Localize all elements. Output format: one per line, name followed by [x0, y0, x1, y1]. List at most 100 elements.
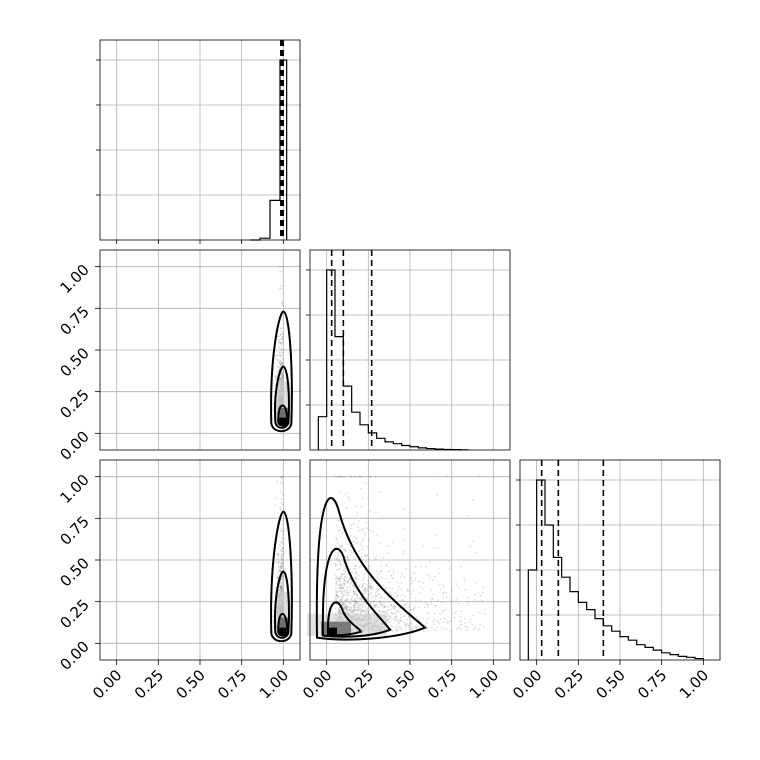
pair-1-2-point — [412, 608, 415, 611]
pair-1-2-point — [354, 567, 357, 570]
pair-1-2-point — [396, 594, 399, 597]
pair-1-2-point — [339, 560, 342, 563]
pair-0-1-point — [279, 362, 282, 365]
pair-1-2-point — [334, 564, 337, 567]
pair-1-2-point — [419, 599, 421, 602]
pair-1-2-point — [368, 593, 371, 596]
pair-1-2-point — [360, 475, 362, 478]
pair-0-1-point — [278, 361, 281, 363]
pair-1-2-point — [385, 577, 388, 580]
pair-1-2-point — [463, 576, 466, 579]
pair-1-2-point — [340, 546, 342, 549]
pair-1-2-point — [445, 596, 448, 599]
pair-0-1-point — [276, 374, 278, 377]
pair-1-2-point — [351, 551, 354, 553]
pair-1-2-point — [357, 475, 360, 478]
pair-1-2-point — [457, 602, 460, 605]
pair-1-2-point — [346, 574, 349, 576]
pair-1-2-point — [425, 621, 428, 624]
pair-1-2-point — [335, 603, 338, 605]
pair-0-2-point — [279, 566, 281, 569]
pair-1-2-point — [349, 608, 351, 611]
pair-1-2-point — [408, 616, 410, 618]
pair-0-1-contour-0 — [270, 310, 293, 433]
pair-0-2-point — [278, 589, 281, 592]
pair-0-2-point — [280, 568, 282, 571]
pair-1-2-point — [362, 584, 365, 587]
pair-1-2-point — [363, 582, 366, 585]
pair-1-2-point — [356, 601, 359, 603]
pair-0-2-point — [280, 589, 283, 592]
pair-1-2-point — [367, 595, 370, 598]
pair-0-1-point — [280, 376, 283, 379]
pair-1-2-point — [448, 567, 451, 570]
pair-0-1-point — [279, 351, 281, 354]
pair-1-2-point — [340, 592, 343, 595]
pair-1-2-point — [336, 594, 339, 597]
pair-1-2-point — [391, 630, 394, 633]
pair-1-2-point — [336, 475, 339, 478]
pair-1-2-point — [359, 487, 362, 490]
pair-1-2-point — [345, 599, 348, 601]
pair-1-2-point — [464, 589, 467, 591]
pair-0-2-point — [282, 529, 284, 532]
pair-1-2-point — [350, 475, 353, 478]
pair-1-2-point — [354, 565, 357, 568]
pair-1-2-point — [364, 589, 367, 592]
pair-0-1-point — [280, 342, 282, 344]
pair-1-2-point — [352, 590, 355, 592]
pair-1-2-point — [345, 608, 348, 611]
pair-1-2-point — [395, 626, 397, 629]
pair-1-2-point — [436, 547, 439, 549]
pair-0-1-point — [282, 374, 285, 377]
ytick-label-1-0: 0.00 — [56, 427, 92, 463]
pair-1-2-point — [422, 617, 424, 620]
pair-0-2-point — [280, 586, 283, 589]
pair-1-2-point — [361, 586, 364, 588]
pair-1-2-point — [344, 607, 347, 610]
pair-0-1-density-inner — [278, 407, 289, 424]
pair-1-2-point — [388, 600, 391, 603]
pair-1-2-point — [362, 548, 365, 551]
pair-1-2-point — [397, 585, 400, 588]
pair-1-2-point — [337, 584, 340, 587]
pair-1-2-point — [378, 602, 381, 604]
pair-1-2-point — [369, 586, 372, 589]
pair-1-2-point — [338, 607, 341, 610]
pair-1-2-contour-2 — [326, 601, 363, 637]
pair-1-2-point — [357, 594, 359, 597]
pair-1-2-point — [387, 618, 390, 621]
pair-1-2-point — [400, 594, 403, 597]
pair-1-2-point — [394, 616, 397, 618]
pair-1-2-point — [376, 588, 379, 591]
pair-1-2-point — [352, 584, 355, 586]
pair-1-2-point — [366, 583, 368, 586]
pair-1-2-point — [348, 586, 351, 589]
pair-1-2-point — [377, 588, 380, 590]
pair-1-2-point — [354, 593, 357, 595]
pair-1-2-point — [372, 552, 374, 555]
pair-1-2-point — [372, 606, 375, 608]
pair-0-1-point — [280, 364, 283, 367]
pair-0-2-point — [278, 560, 281, 563]
pair-1-2-point — [396, 629, 398, 632]
pair-0-2-point — [281, 481, 284, 484]
pair-1-2-point — [393, 608, 396, 611]
pair-0-2-point — [281, 550, 284, 553]
pair-1-2-point — [361, 529, 364, 531]
pair-0-2-point — [280, 567, 283, 570]
pair-0-2-point — [282, 578, 284, 581]
pair-1-2-point — [339, 586, 342, 589]
pair-1-2-point — [357, 475, 360, 478]
pair-1-2-point — [390, 608, 392, 611]
pair-1-2-point — [427, 605, 430, 608]
pair-1-2-point — [341, 590, 344, 593]
pair-1-2-point — [350, 550, 353, 553]
pair-1-2-point — [390, 628, 393, 630]
pair-1-2-point — [455, 583, 458, 586]
pair-1-2-point — [390, 611, 393, 614]
pair-0-1-point — [279, 338, 282, 341]
pair-1-2-point — [449, 599, 452, 602]
pair-1-2-point — [396, 624, 399, 627]
pair-1-2-point — [380, 564, 383, 567]
